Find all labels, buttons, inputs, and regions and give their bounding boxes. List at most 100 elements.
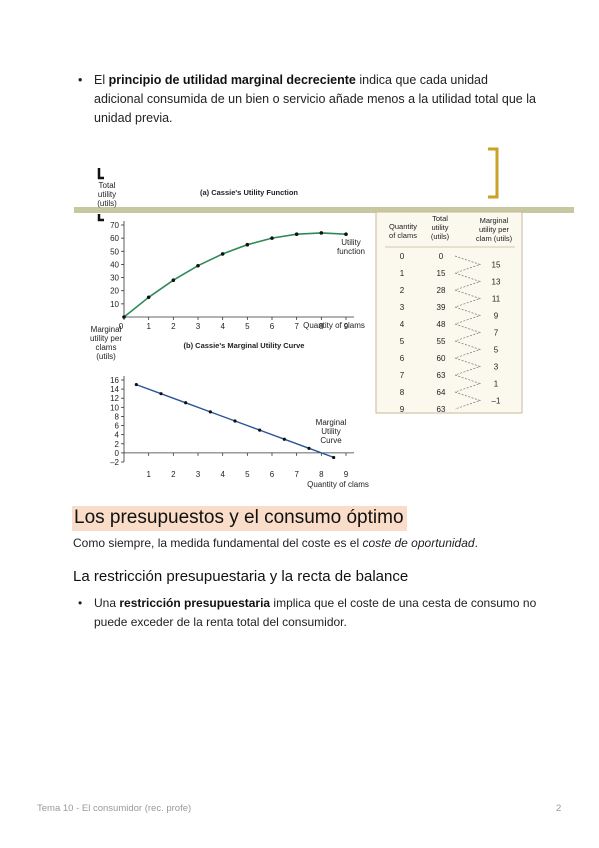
chart-a-point [245,242,250,247]
chart-a-point [146,295,151,300]
chart-b-ytick-label: 16 [110,376,119,385]
chart-a-ylabel: Total utility (utils) [97,181,117,208]
chart-a-ytick-label: 20 [110,287,119,296]
table-quantity-cell: 6 [400,354,405,363]
table-marginal-cell: 1 [494,380,499,389]
budget-bullet-bold: restricción presupuestaria [119,596,271,610]
chart-b-point [307,446,311,450]
intro-bullet-text: El principio de utilidad marginal decrec… [94,73,536,125]
chart-b-xtick-label: 9 [344,470,349,479]
table-quantity-cell: 8 [400,388,405,397]
table-marginal-cell: –1 [492,397,501,406]
chart-b-ytick-label: 0 [115,449,120,458]
table-marginal-connector [454,306,482,325]
chart-a-xtick-label: 0 [119,322,124,331]
chart-b-ytick-label: 10 [110,403,119,412]
table-total-cell: 63 [437,405,446,414]
chart-a-point [220,252,225,256]
table-quantity-cell: 3 [400,303,405,312]
table-total-cell: 55 [437,337,446,346]
chart-a-xtick-label: 1 [146,322,151,331]
table-quantity-cell: 0 [400,252,405,261]
chart-b-point [184,401,188,405]
table-marginal-connector [454,340,482,359]
chart-a-ytick-label: 10 [110,300,119,309]
table-header-total: Total utility (utils) [431,214,450,241]
bullet-dot: • [78,596,83,610]
table-quantity-cell: 4 [400,320,405,329]
chart-a-point [196,263,200,268]
chart-a-xlabel: Quantity of clams [303,321,365,330]
chart-a-point [122,315,126,319]
table-marginal-cell: 7 [494,329,499,338]
chart-b-point [258,428,262,432]
footer-text: Tema 10 - El consumidor (rec. profe) [37,803,192,814]
chart-b-xtick-label: 4 [220,470,225,479]
utility-figure: (a) Cassie's Utility Function Total utilit… [0,140,599,500]
chart-b-series-label: Marginal Utility Curve [316,418,347,445]
table-marginal-connector [454,357,482,376]
chart-b-point [332,455,336,460]
chart-a-title: (a) Cassie's Utility Function [200,188,298,197]
table-quantity-cell: 9 [400,405,405,414]
section-paragraph: Como siempre, la medida fundamental del … [73,536,478,550]
intro-bullet: • El principio de utilidad marginal decr… [78,71,538,128]
chart-b-xtick-label: 5 [245,470,250,479]
chart-b-ytick-label: 4 [115,431,120,440]
table-marginal-cell: 15 [492,261,501,270]
marginal-utility-chart: (b) Cassie's Marginal Utility Curve Margi… [90,325,369,489]
chart-a-series-line [123,232,347,318]
table-marginal-cell: 9 [494,312,499,321]
chart-a-point [171,278,176,282]
chart-a-xtick-label: 7 [294,322,299,331]
chart-b-point [159,392,163,396]
table-quantity-cell: 7 [400,371,405,380]
table-total-cell: 28 [437,286,446,295]
chart-b-ytick-label: –2 [110,458,119,467]
chart-a-xtick-label: 2 [171,322,176,331]
chart-a-xtick-label: 4 [220,322,225,331]
corner-bracket-bottom [97,214,104,222]
budget-bullet: • Una restricción presupuestaria implica… [78,594,538,632]
chart-a-xtick-label: 8 [319,322,324,331]
page-number: 2 [556,803,562,814]
chart-a-ytick-label: 50 [110,247,119,256]
bullet-dot: • [78,73,83,87]
table-marginal-connector [454,391,482,410]
chart-a-ytick-label: 60 [110,234,119,243]
table-marginal-cell: 13 [492,278,501,287]
chart-a-xtick-label: 6 [270,322,275,331]
table-total-cell: 39 [437,303,446,312]
table-total-cell: 60 [437,354,446,363]
table-header-marginal: Marginal utility per clam (utils) [476,216,513,243]
chart-a-series-label: Utility function [337,238,365,256]
chart-a-xtick-label: 5 [245,322,250,331]
chart-b-ytick-label: 14 [110,385,119,394]
intro-bullet-bold: principio de utilidad marginal decrecien… [108,73,356,87]
budget-bullet-text: Una restricción presupuestaria implica q… [94,596,537,629]
table-quantity-cell: 5 [400,337,405,346]
chart-b-xtick-label: 1 [146,470,151,479]
chart-b-title: (b) Cassie's Marginal Utility Curve [184,341,305,350]
table-marginal-cell: 5 [494,346,499,355]
chart-a-point [344,232,348,236]
chart-b-xtick-label: 6 [270,470,275,479]
chart-b-xtick-label: 7 [294,470,299,479]
utility-table: Quantity of clams Total utility (utils) Margi… [375,211,523,414]
chart-a-point [270,236,274,240]
table-header-quantity: Quantity of clams [389,222,417,240]
chart-b-point [134,382,138,387]
table-quantity-cell: 2 [400,286,405,295]
utility-figure-svg: (a) Cassie's Utility Function Total utilit… [74,147,574,489]
table-quantity-cell: 1 [400,269,405,278]
table-marginal-cell: 3 [494,363,499,372]
chart-b-xlabel: Quantity of clams [307,480,369,489]
table-background [375,211,523,414]
chart-a-xtick-label: 3 [196,322,201,331]
table-marginal-connector [454,255,482,274]
chart-b-xtick-label: 8 [319,470,324,479]
chart-a-ytick-label: 40 [110,260,119,269]
chart-a-point [319,231,324,235]
table-total-cell: 15 [437,269,446,278]
chart-b-point [208,410,212,414]
